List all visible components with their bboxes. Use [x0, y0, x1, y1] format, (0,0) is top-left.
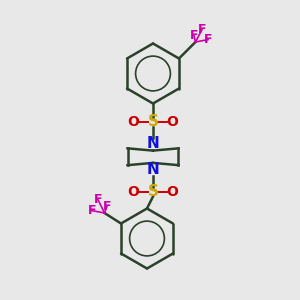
- Text: O: O: [167, 185, 178, 199]
- Text: O: O: [128, 115, 140, 128]
- Text: N: N: [147, 136, 159, 152]
- Text: S: S: [148, 184, 158, 200]
- Text: F: F: [88, 204, 96, 217]
- Text: F: F: [198, 23, 206, 36]
- Text: F: F: [94, 193, 102, 206]
- Text: F: F: [103, 200, 111, 213]
- Text: S: S: [148, 114, 158, 129]
- Text: O: O: [128, 185, 140, 199]
- Text: O: O: [167, 115, 178, 128]
- Text: N: N: [147, 162, 159, 177]
- Text: F: F: [190, 29, 198, 42]
- Text: F: F: [204, 33, 212, 46]
